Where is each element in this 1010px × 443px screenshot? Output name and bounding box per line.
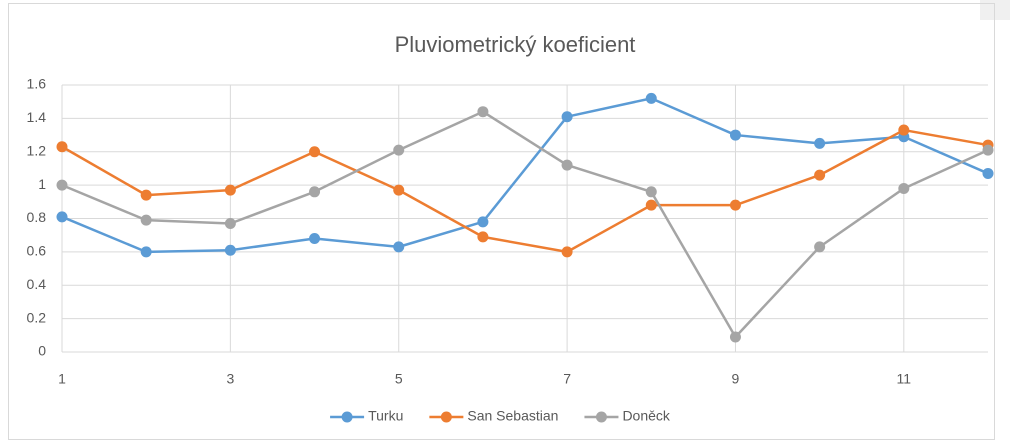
x-tick-label: 3: [226, 371, 234, 387]
y-tick-label: 1: [38, 176, 46, 192]
x-tick-label: 7: [563, 371, 571, 387]
data-point: [309, 146, 321, 158]
chart-border: [8, 3, 995, 440]
data-point: [477, 231, 489, 243]
data-point: [645, 186, 657, 198]
chart-title: Pluviometrický koeficient: [395, 32, 636, 57]
data-point: [645, 92, 657, 104]
data-point: [56, 179, 68, 191]
legend-marker: [440, 411, 452, 423]
data-point: [814, 241, 826, 253]
data-point: [814, 169, 826, 181]
data-point: [309, 186, 321, 198]
data-point: [561, 246, 573, 258]
legend-marker: [595, 411, 607, 423]
data-point: [224, 244, 236, 256]
x-tick-label: 9: [732, 371, 740, 387]
x-tick-label: 11: [897, 371, 912, 387]
y-tick-label: 0.6: [27, 243, 47, 259]
series-line: [61, 128, 989, 254]
data-point: [729, 199, 741, 211]
legend-marker: [341, 411, 353, 423]
data-point: [982, 167, 994, 179]
data-point: [477, 216, 489, 228]
data-point: [729, 331, 741, 343]
y-tick-label: 0.2: [27, 309, 47, 325]
data-point: [56, 141, 68, 153]
legend-label: Turku: [368, 408, 403, 424]
data-point: [140, 189, 152, 201]
data-point: [561, 111, 573, 123]
data-point: [645, 199, 657, 211]
series-line: [61, 97, 989, 254]
data-point: [898, 124, 910, 136]
legend-item: Doněck: [584, 408, 671, 424]
data-point: [561, 159, 573, 171]
y-tick-label: 0.8: [27, 209, 47, 225]
data-point: [814, 137, 826, 149]
data-point: [140, 246, 152, 258]
plot: [56, 92, 994, 343]
data-point: [393, 184, 405, 196]
data-point: [982, 144, 994, 156]
legend-label: San Sebastian: [467, 408, 558, 424]
grid: 0 0.2 0.4 0.6 0.8 1 1.2 1.4 1.6 1 3 5 7 9 11: [27, 76, 988, 387]
data-point: [224, 218, 236, 230]
data-point: [224, 184, 236, 196]
data-point: [56, 211, 68, 223]
y-tick-label: 0: [38, 343, 46, 359]
data-point: [393, 241, 405, 253]
series-line: [61, 110, 989, 339]
x-tick-label: 5: [395, 371, 403, 387]
legend-label: Doněck: [622, 408, 670, 424]
data-point: [140, 214, 152, 226]
data-point: [477, 106, 489, 118]
x-tick-label: 1: [58, 371, 66, 387]
data-point: [393, 144, 405, 156]
y-tick-label: 0.4: [27, 276, 47, 292]
y-tick-label: 1.4: [27, 109, 47, 125]
y-tick-label: 1.2: [27, 142, 47, 158]
y-tick-label: 1.6: [27, 76, 47, 92]
legend-item: Turku: [330, 408, 403, 424]
legend-item: San Sebastian: [429, 408, 558, 424]
data-point: [309, 233, 321, 245]
legend: Turku San Sebastian Doněck: [330, 408, 671, 424]
data-point: [898, 182, 910, 194]
data-point: [729, 129, 741, 141]
